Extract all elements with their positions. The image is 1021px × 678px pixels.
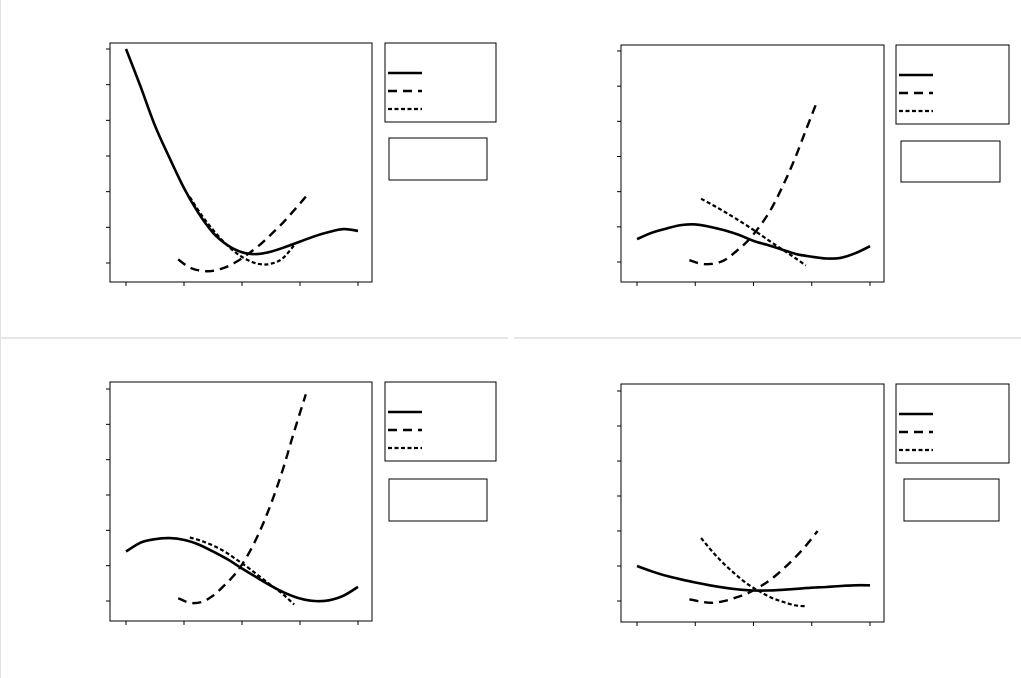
series-line-dotted <box>189 536 295 606</box>
legend <box>384 381 497 462</box>
plot-frame <box>109 42 373 283</box>
series-line-solid <box>125 536 359 603</box>
series-line-dotted <box>700 197 807 267</box>
plot-frame <box>620 44 885 283</box>
legend-box <box>384 381 497 462</box>
legend <box>895 44 1010 125</box>
chart-panel-4 <box>617 383 1010 626</box>
legend <box>384 42 497 123</box>
chart-panel-3 <box>106 381 497 625</box>
annotation-box <box>388 478 488 522</box>
legend-box <box>384 42 497 123</box>
annotation-box <box>388 137 488 181</box>
series-line-dotted <box>188 196 296 266</box>
series-line-dashed <box>177 195 307 273</box>
series-line-solid <box>636 222 871 260</box>
series-line-dashed <box>689 99 819 266</box>
plot-frame <box>620 383 885 623</box>
annotation-box <box>903 478 1000 522</box>
annotation-box <box>900 140 1001 183</box>
series-line-dotted <box>700 537 807 608</box>
series-line-solid <box>124 48 359 256</box>
legend-box <box>895 383 1010 464</box>
plot-frame <box>109 381 373 622</box>
chart-panel-1 <box>106 42 497 286</box>
series-line-dashed <box>689 530 819 605</box>
legend <box>895 383 1010 464</box>
chart-panel-2 <box>617 44 1010 286</box>
charts-layer <box>106 42 1010 626</box>
legend-box <box>895 44 1010 125</box>
